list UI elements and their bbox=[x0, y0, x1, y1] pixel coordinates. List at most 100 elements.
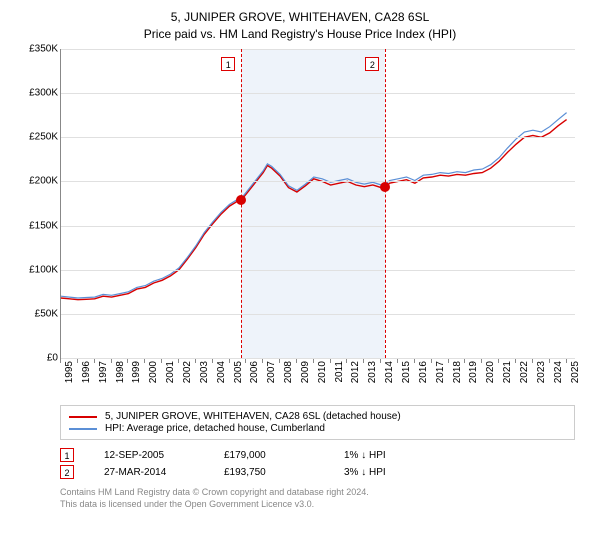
chart-lines-svg bbox=[61, 49, 575, 358]
x-tick-mark bbox=[380, 359, 381, 363]
x-axis-label: 2011 bbox=[334, 361, 345, 383]
grid-line bbox=[61, 49, 575, 50]
x-axis-label: 2014 bbox=[384, 361, 395, 383]
sale-marker bbox=[236, 195, 246, 205]
series-line-property bbox=[61, 120, 567, 300]
sales-date: 12-SEP-2005 bbox=[104, 450, 194, 461]
x-tick-mark bbox=[566, 359, 567, 363]
x-tick-mark bbox=[60, 359, 61, 363]
y-axis-label: £250K bbox=[16, 132, 58, 143]
x-tick-mark bbox=[262, 359, 263, 363]
legend-swatch bbox=[69, 416, 97, 418]
x-tick-mark bbox=[431, 359, 432, 363]
sales-delta: 1% ↓ HPI bbox=[344, 450, 434, 461]
legend-item-property: 5, JUNIPER GROVE, WHITEHAVEN, CA28 6SL (… bbox=[69, 411, 566, 422]
legend-label: 5, JUNIPER GROVE, WHITEHAVEN, CA28 6SL (… bbox=[105, 411, 401, 422]
x-axis-label: 2010 bbox=[317, 361, 328, 383]
grid-line bbox=[61, 226, 575, 227]
sale-marker bbox=[380, 182, 390, 192]
x-axis-label: 2022 bbox=[519, 361, 530, 383]
sales-table: 1 12-SEP-2005 £179,000 1% ↓ HPI 2 27-MAR… bbox=[60, 448, 575, 479]
x-tick-mark bbox=[127, 359, 128, 363]
y-axis-label: £50K bbox=[16, 308, 58, 319]
x-tick-mark bbox=[178, 359, 179, 363]
y-axis-label: £0 bbox=[16, 353, 58, 364]
x-axis-label: 2017 bbox=[435, 361, 446, 383]
grid-line bbox=[61, 93, 575, 94]
sales-badge: 2 bbox=[60, 465, 74, 479]
x-axis-label: 1999 bbox=[131, 361, 142, 383]
reference-badge: 2 bbox=[365, 57, 379, 71]
x-tick-mark bbox=[111, 359, 112, 363]
y-axis-label: £200K bbox=[16, 176, 58, 187]
x-tick-mark bbox=[346, 359, 347, 363]
x-axis-label: 2008 bbox=[283, 361, 294, 383]
y-axis-label: £300K bbox=[16, 88, 58, 99]
footnote-line: This data is licensed under the Open Gov… bbox=[60, 499, 575, 511]
x-tick-mark bbox=[549, 359, 550, 363]
legend-label: HPI: Average price, detached house, Cumb… bbox=[105, 423, 325, 434]
x-tick-mark bbox=[532, 359, 533, 363]
grid-line bbox=[61, 181, 575, 182]
sales-row: 2 27-MAR-2014 £193,750 3% ↓ HPI bbox=[60, 465, 575, 479]
x-axis-label: 2023 bbox=[536, 361, 547, 383]
reference-line bbox=[385, 49, 386, 358]
y-axis-label: £150K bbox=[16, 220, 58, 231]
x-tick-mark bbox=[245, 359, 246, 363]
x-tick-mark bbox=[229, 359, 230, 363]
x-tick-mark bbox=[330, 359, 331, 363]
x-axis-label: 1998 bbox=[115, 361, 126, 383]
x-axis-label: 1996 bbox=[81, 361, 92, 383]
x-tick-mark bbox=[212, 359, 213, 363]
grid-line bbox=[61, 270, 575, 271]
x-tick-mark bbox=[464, 359, 465, 363]
x-tick-mark bbox=[313, 359, 314, 363]
x-axis-label: 2013 bbox=[367, 361, 378, 383]
x-axis-label: 2024 bbox=[553, 361, 564, 383]
x-axis-label: 2015 bbox=[401, 361, 412, 383]
grid-line bbox=[61, 137, 575, 138]
x-tick-mark bbox=[363, 359, 364, 363]
x-tick-mark bbox=[161, 359, 162, 363]
x-tick-mark bbox=[498, 359, 499, 363]
x-axis-label: 2025 bbox=[570, 361, 581, 383]
sales-date: 27-MAR-2014 bbox=[104, 467, 194, 478]
sales-delta: 3% ↓ HPI bbox=[344, 467, 434, 478]
x-tick-mark bbox=[397, 359, 398, 363]
x-axis-label: 2005 bbox=[233, 361, 244, 383]
x-axis-label: 2020 bbox=[485, 361, 496, 383]
x-tick-mark bbox=[481, 359, 482, 363]
x-tick-mark bbox=[515, 359, 516, 363]
x-axis-label: 2019 bbox=[468, 361, 479, 383]
chart-container: 5, JUNIPER GROVE, WHITEHAVEN, CA28 6SL P… bbox=[0, 0, 600, 515]
x-tick-mark bbox=[279, 359, 280, 363]
footnote: Contains HM Land Registry data © Crown c… bbox=[60, 487, 575, 510]
legend-swatch bbox=[69, 428, 97, 430]
x-axis-label: 2021 bbox=[502, 361, 513, 383]
grid-line bbox=[61, 314, 575, 315]
footnote-line: Contains HM Land Registry data © Crown c… bbox=[60, 487, 575, 499]
sales-row: 1 12-SEP-2005 £179,000 1% ↓ HPI bbox=[60, 448, 575, 462]
x-tick-mark bbox=[195, 359, 196, 363]
reference-badge: 1 bbox=[221, 57, 235, 71]
x-axis-label: 1995 bbox=[64, 361, 75, 383]
chart-x-axis: 1995199619971998199920002001200220032004… bbox=[60, 359, 575, 399]
sales-price: £179,000 bbox=[224, 450, 314, 461]
x-tick-mark bbox=[296, 359, 297, 363]
sales-price: £193,750 bbox=[224, 467, 314, 478]
x-axis-label: 2012 bbox=[350, 361, 361, 383]
y-axis-label: £350K bbox=[16, 44, 58, 55]
x-tick-mark bbox=[144, 359, 145, 363]
y-axis-label: £100K bbox=[16, 264, 58, 275]
x-axis-label: 2018 bbox=[452, 361, 463, 383]
chart-plot-area: £0£50K£100K£150K£200K£250K£300K£350K12 bbox=[60, 49, 575, 359]
x-axis-label: 1997 bbox=[98, 361, 109, 383]
x-axis-label: 2006 bbox=[249, 361, 260, 383]
chart-title: 5, JUNIPER GROVE, WHITEHAVEN, CA28 6SL bbox=[15, 10, 585, 24]
x-axis-label: 2003 bbox=[199, 361, 210, 383]
x-axis-label: 2009 bbox=[300, 361, 311, 383]
chart-subtitle: Price paid vs. HM Land Registry's House … bbox=[15, 27, 585, 41]
chart-legend: 5, JUNIPER GROVE, WHITEHAVEN, CA28 6SL (… bbox=[60, 405, 575, 440]
x-axis-label: 2016 bbox=[418, 361, 429, 383]
x-tick-mark bbox=[414, 359, 415, 363]
